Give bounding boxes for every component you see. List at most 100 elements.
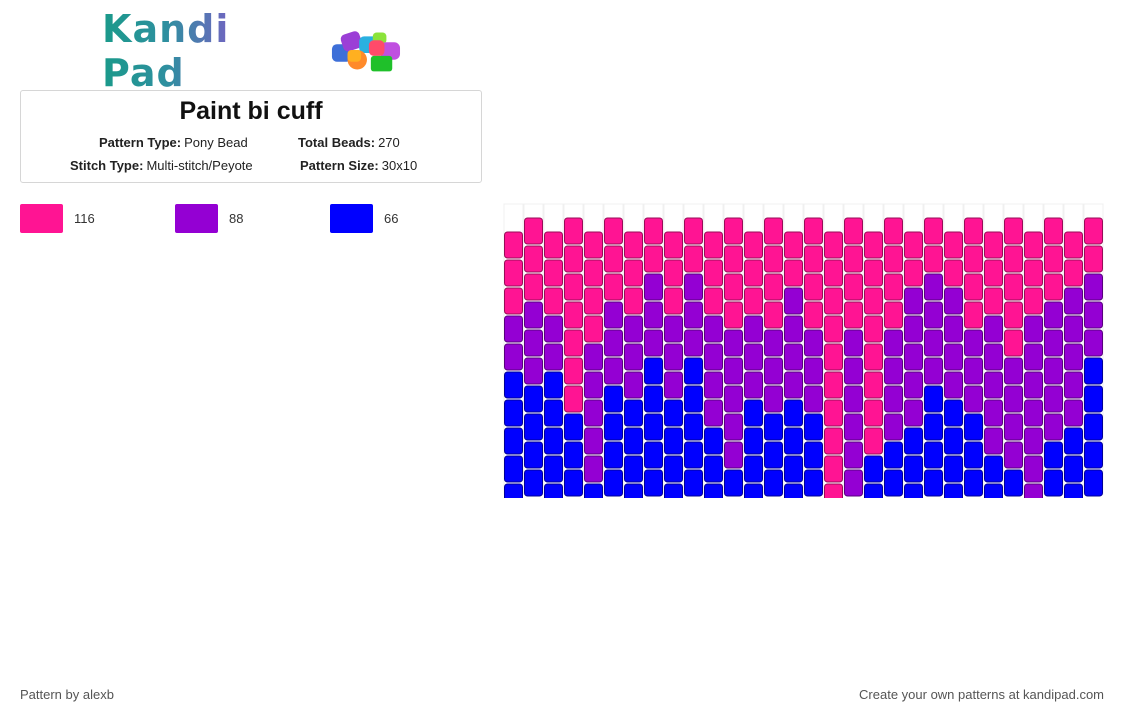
bead[interactable] — [684, 301, 703, 329]
bead[interactable] — [1044, 413, 1063, 441]
bead[interactable] — [1084, 329, 1103, 357]
bead[interactable] — [784, 455, 803, 483]
bead[interactable] — [744, 231, 763, 259]
bead[interactable] — [904, 427, 923, 455]
bead[interactable] — [604, 245, 623, 273]
bead[interactable] — [1004, 413, 1023, 441]
bead[interactable] — [984, 287, 1003, 315]
bead[interactable] — [904, 287, 923, 315]
bead[interactable] — [824, 427, 843, 455]
bead[interactable] — [784, 259, 803, 287]
bead[interactable] — [784, 371, 803, 399]
bead[interactable] — [704, 371, 723, 399]
bead[interactable] — [944, 259, 963, 287]
bead[interactable] — [924, 441, 943, 469]
bead[interactable] — [804, 441, 823, 469]
bead[interactable] — [1044, 245, 1063, 273]
bead[interactable] — [624, 371, 643, 399]
bead[interactable] — [524, 245, 543, 273]
bead[interactable] — [884, 413, 903, 441]
bead[interactable] — [1084, 273, 1103, 301]
bead[interactable] — [564, 441, 583, 469]
bead[interactable] — [744, 343, 763, 371]
bead[interactable] — [584, 315, 603, 343]
bead[interactable] — [984, 343, 1003, 371]
bead[interactable] — [864, 231, 883, 259]
bead[interactable] — [944, 231, 963, 259]
bead[interactable] — [544, 371, 563, 399]
create-patterns-link[interactable]: Create your own patterns at kandipad.com — [859, 687, 1104, 702]
bead[interactable] — [664, 399, 683, 427]
bead[interactable] — [684, 469, 703, 497]
bead[interactable] — [564, 357, 583, 385]
bead[interactable] — [784, 399, 803, 427]
bead[interactable] — [904, 399, 923, 427]
bead[interactable] — [964, 245, 983, 273]
bead[interactable] — [584, 343, 603, 371]
bead[interactable] — [944, 427, 963, 455]
bead[interactable] — [764, 413, 783, 441]
bead[interactable] — [604, 217, 623, 245]
bead[interactable] — [884, 329, 903, 357]
bead[interactable] — [1064, 399, 1083, 427]
bead[interactable] — [584, 483, 603, 498]
bead[interactable] — [504, 455, 523, 483]
bead[interactable] — [504, 371, 523, 399]
bead[interactable] — [1024, 343, 1043, 371]
bead[interactable] — [1064, 259, 1083, 287]
bead[interactable] — [844, 301, 863, 329]
bead[interactable] — [764, 329, 783, 357]
bead[interactable] — [504, 427, 523, 455]
bead[interactable] — [704, 483, 723, 498]
bead[interactable] — [524, 301, 543, 329]
bead[interactable] — [784, 343, 803, 371]
bead[interactable] — [964, 413, 983, 441]
bead[interactable] — [544, 259, 563, 287]
bead[interactable] — [984, 259, 1003, 287]
bead[interactable] — [704, 343, 723, 371]
bead[interactable] — [684, 245, 703, 273]
bead-pattern-grid[interactable] — [502, 202, 1106, 498]
bead[interactable] — [664, 259, 683, 287]
bead[interactable] — [744, 315, 763, 343]
bead[interactable] — [1084, 357, 1103, 385]
bead[interactable] — [584, 399, 603, 427]
bead[interactable] — [564, 217, 583, 245]
bead[interactable] — [1064, 483, 1083, 498]
bead[interactable] — [1004, 245, 1023, 273]
bead[interactable] — [784, 315, 803, 343]
bead[interactable] — [624, 483, 643, 498]
bead[interactable] — [884, 385, 903, 413]
bead[interactable] — [704, 315, 723, 343]
bead[interactable] — [604, 441, 623, 469]
bead[interactable] — [864, 427, 883, 455]
bead[interactable] — [644, 329, 663, 357]
bead[interactable] — [644, 385, 663, 413]
bead[interactable] — [884, 245, 903, 273]
bead[interactable] — [1084, 385, 1103, 413]
bead[interactable] — [784, 427, 803, 455]
bead[interactable] — [1024, 371, 1043, 399]
bead[interactable] — [604, 469, 623, 497]
bead[interactable] — [664, 371, 683, 399]
bead[interactable] — [824, 287, 843, 315]
bead[interactable] — [764, 301, 783, 329]
bead[interactable] — [844, 441, 863, 469]
bead[interactable] — [584, 259, 603, 287]
bead[interactable] — [1024, 399, 1043, 427]
bead[interactable] — [1004, 301, 1023, 329]
bead[interactable] — [804, 301, 823, 329]
bead[interactable] — [964, 385, 983, 413]
bead[interactable] — [624, 287, 643, 315]
bead[interactable] — [864, 315, 883, 343]
bead[interactable] — [704, 427, 723, 455]
bead[interactable] — [504, 231, 523, 259]
bead[interactable] — [544, 455, 563, 483]
bead[interactable] — [944, 371, 963, 399]
bead[interactable] — [624, 343, 643, 371]
bead[interactable] — [1004, 385, 1023, 413]
bead[interactable] — [964, 217, 983, 245]
bead[interactable] — [944, 399, 963, 427]
bead[interactable] — [924, 273, 943, 301]
bead[interactable] — [764, 469, 783, 497]
